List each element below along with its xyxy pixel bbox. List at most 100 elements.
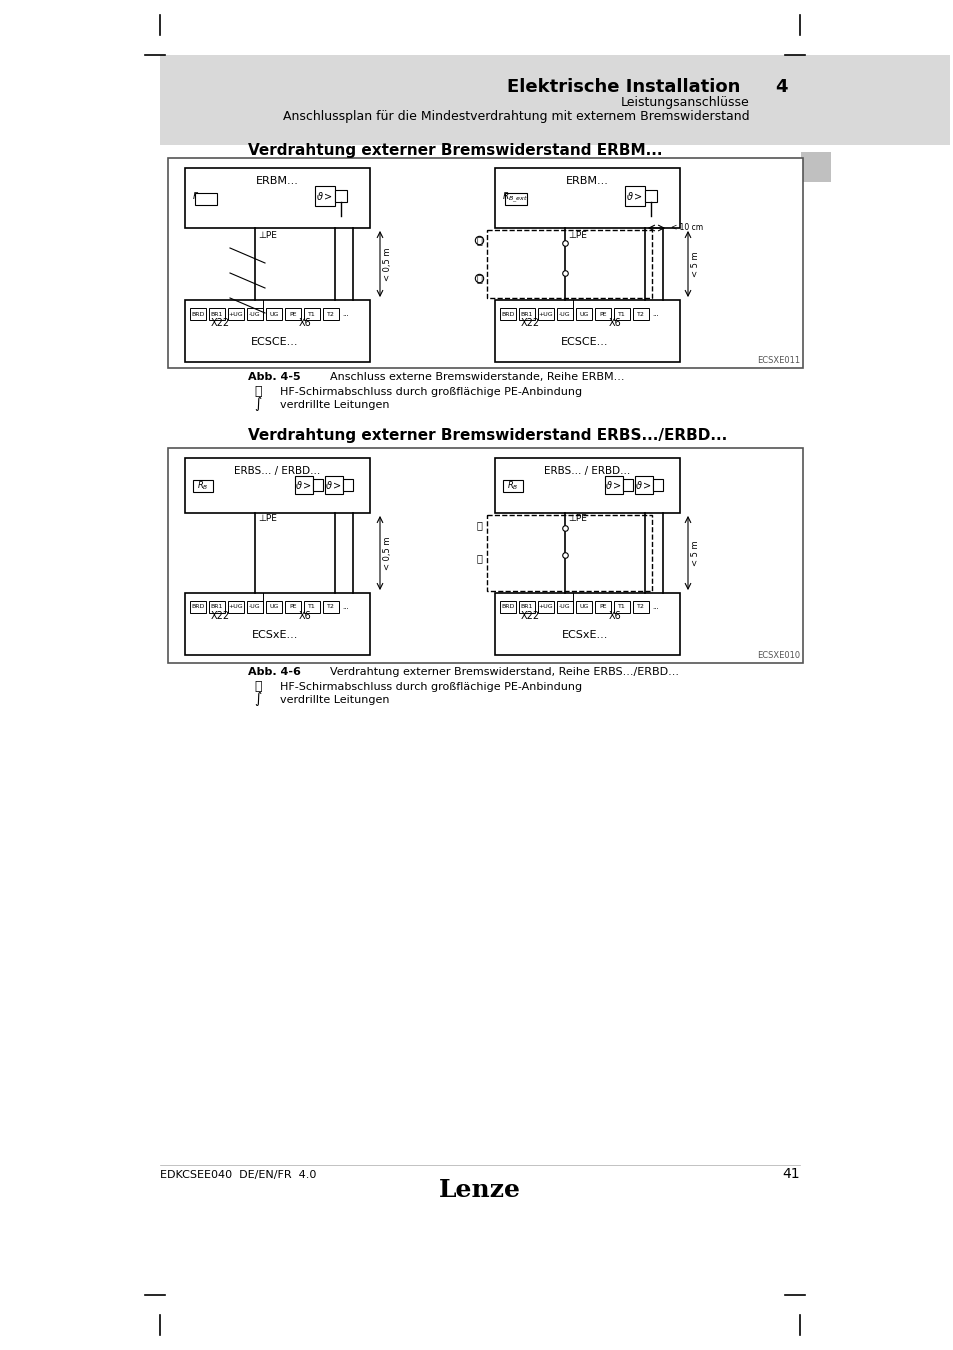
Bar: [624, 186, 644, 207]
Text: EDKCSEE040  DE/EN/FR  4.0: EDKCSEE040 DE/EN/FR 4.0: [160, 1170, 316, 1180]
Bar: [247, 308, 263, 320]
Bar: [504, 193, 526, 205]
Bar: [190, 308, 206, 320]
Text: ⏚: ⏚: [476, 235, 481, 244]
Text: +UG: +UG: [229, 312, 243, 316]
Text: < 10 cm: < 10 cm: [670, 223, 702, 232]
Text: $\vartheta >$: $\vartheta >$: [316, 190, 334, 202]
Text: Verdrahtung externer Bremswiderstand, Reihe ERBS.../ERBD...: Verdrahtung externer Bremswiderstand, Re…: [330, 667, 679, 676]
Text: $R_{B\_ext}$: $R_{B\_ext}$: [501, 190, 527, 205]
Text: ...: ...: [341, 603, 349, 610]
Bar: [185, 167, 370, 228]
Bar: [486, 514, 651, 591]
Text: < 0,5 m: < 0,5 m: [382, 247, 392, 281]
Text: ERBM...: ERBM...: [565, 176, 608, 186]
Bar: [644, 190, 657, 202]
Text: +UG: +UG: [538, 605, 553, 609]
Text: verdrillte Leitungen: verdrillte Leitungen: [280, 400, 389, 410]
Bar: [194, 193, 216, 205]
Text: ⏚: ⏚: [476, 554, 481, 563]
Text: +UG: +UG: [538, 312, 553, 316]
Text: 41: 41: [781, 1166, 800, 1181]
Bar: [313, 479, 323, 491]
Text: Lenze: Lenze: [438, 1179, 520, 1202]
Text: 4: 4: [774, 78, 786, 96]
Text: Elektrische Installation: Elektrische Installation: [506, 78, 740, 96]
Bar: [304, 308, 319, 320]
Text: < 5 m: < 5 m: [690, 251, 700, 277]
Text: T2: T2: [327, 605, 335, 609]
Bar: [193, 481, 213, 491]
Text: Abb. 4-6: Abb. 4-6: [248, 667, 300, 676]
Text: BR1: BR1: [520, 312, 533, 316]
Text: X6: X6: [298, 319, 311, 328]
Text: -UG: -UG: [249, 312, 260, 316]
Bar: [557, 601, 573, 613]
Bar: [502, 481, 522, 491]
Text: BRD: BRD: [192, 605, 205, 609]
Text: UG: UG: [578, 312, 588, 316]
Text: -UG: -UG: [249, 605, 260, 609]
Text: X22: X22: [211, 319, 230, 328]
Text: T2: T2: [327, 312, 335, 316]
Text: UG: UG: [269, 312, 278, 316]
Bar: [185, 458, 370, 513]
Text: T2: T2: [637, 312, 644, 316]
Bar: [335, 190, 347, 202]
Bar: [614, 308, 629, 320]
Text: Verdrahtung externer Bremswiderstand ERBM...: Verdrahtung externer Bremswiderstand ERB…: [248, 143, 661, 158]
Bar: [614, 601, 629, 613]
Bar: [209, 308, 225, 320]
Text: PE: PE: [598, 312, 606, 316]
Text: ...: ...: [341, 310, 349, 317]
Bar: [635, 477, 652, 494]
Bar: [518, 308, 535, 320]
Bar: [495, 458, 679, 513]
Text: BR1: BR1: [211, 605, 223, 609]
Bar: [499, 308, 516, 320]
Bar: [160, 55, 949, 144]
Text: $\vartheta >$: $\vartheta >$: [295, 479, 313, 491]
Bar: [323, 601, 338, 613]
Text: $R_B$: $R_B$: [197, 479, 209, 493]
Bar: [537, 601, 554, 613]
Text: BR1: BR1: [520, 605, 533, 609]
Bar: [801, 153, 830, 182]
Text: BRD: BRD: [500, 605, 515, 609]
Bar: [622, 479, 633, 491]
Bar: [185, 593, 370, 655]
Text: ⊥PE: ⊥PE: [567, 514, 586, 522]
Text: ECSCE...: ECSCE...: [251, 338, 298, 347]
Text: $\vartheta >$: $\vartheta >$: [325, 479, 342, 491]
Text: Abb. 4-5: Abb. 4-5: [248, 373, 300, 382]
Text: ECSXE010: ECSXE010: [756, 651, 800, 660]
Bar: [499, 601, 516, 613]
Text: X22: X22: [520, 612, 539, 621]
Bar: [314, 186, 335, 207]
Bar: [266, 308, 282, 320]
Text: T1: T1: [618, 312, 625, 316]
Text: Anschluss externe Bremswiderstande, Reihe ERBM...: Anschluss externe Bremswiderstande, Reih…: [330, 373, 624, 382]
Bar: [557, 308, 573, 320]
Text: ⏚: ⏚: [476, 273, 481, 284]
Text: ERBS... / ERBD...: ERBS... / ERBD...: [544, 466, 630, 477]
Text: T1: T1: [618, 605, 625, 609]
Text: HF-Schirmabschluss durch großflächige PE-Anbindung: HF-Schirmabschluss durch großflächige PE…: [280, 387, 581, 397]
Text: PE: PE: [598, 605, 606, 609]
Text: ERBM...: ERBM...: [255, 176, 298, 186]
Text: X6: X6: [608, 612, 620, 621]
Text: ⏚: ⏚: [254, 680, 261, 693]
Text: T1: T1: [308, 312, 315, 316]
Bar: [633, 601, 648, 613]
Text: ECSxE...: ECSxE...: [561, 630, 608, 640]
Text: Verdrahtung externer Bremswiderstand ERBS.../ERBD...: Verdrahtung externer Bremswiderstand ERB…: [248, 428, 726, 443]
Text: T2: T2: [637, 605, 644, 609]
Text: Anschlussplan für die Mindestverdrahtung mit externem Bremswiderstand: Anschlussplan für die Mindestverdrahtung…: [283, 109, 749, 123]
Text: +UG: +UG: [229, 605, 243, 609]
Text: HF-Schirmabschluss durch großflächige PE-Anbindung: HF-Schirmabschluss durch großflächige PE…: [280, 682, 581, 693]
Bar: [495, 300, 679, 362]
Bar: [495, 593, 679, 655]
Bar: [185, 300, 370, 362]
Text: ⊥PE: ⊥PE: [567, 231, 586, 240]
Text: PE: PE: [289, 312, 296, 316]
